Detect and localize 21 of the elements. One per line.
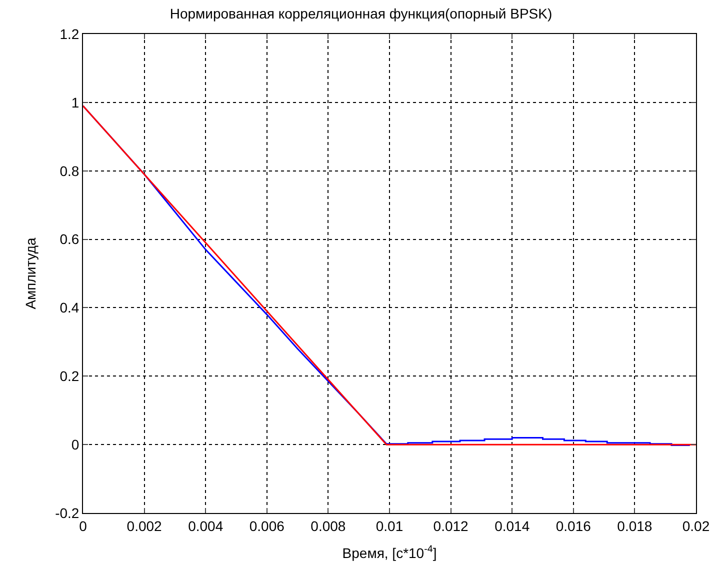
y-tick-label: 0 xyxy=(71,436,80,452)
x-tick-label: 0.01 xyxy=(376,518,404,534)
x-tick-label: 0.02 xyxy=(682,518,710,534)
x-tick-label: 0.014 xyxy=(494,518,530,534)
x-tick-label: 0.018 xyxy=(617,518,652,534)
chart-title: Нормированная корреляционная функция(опорный BPSK) xyxy=(170,5,552,22)
y-axis-title: Амплитуда xyxy=(22,237,39,310)
y-tick-label: -0.2 xyxy=(55,504,80,521)
x-tick-label: 0.004 xyxy=(188,518,224,534)
x-tick-label: 0.006 xyxy=(249,518,285,534)
x-axis-title: Время, [c*10$^{-4}$] xyxy=(342,544,437,562)
x-tick-label: 0.008 xyxy=(310,518,346,534)
y-tick-label: 0.2 xyxy=(60,368,80,384)
x-tick-label: 0.012 xyxy=(433,518,469,534)
y-tick-label: 0.8 xyxy=(60,162,80,179)
y-tick-label: 1.2 xyxy=(60,26,80,42)
y-tick-label: 0.6 xyxy=(60,231,80,248)
y-tick-label: 0.4 xyxy=(60,300,80,316)
x-tick-label: 0.016 xyxy=(556,518,592,534)
x-tick-label: 0.002 xyxy=(126,518,162,534)
y-tick-label: 1 xyxy=(71,94,80,110)
